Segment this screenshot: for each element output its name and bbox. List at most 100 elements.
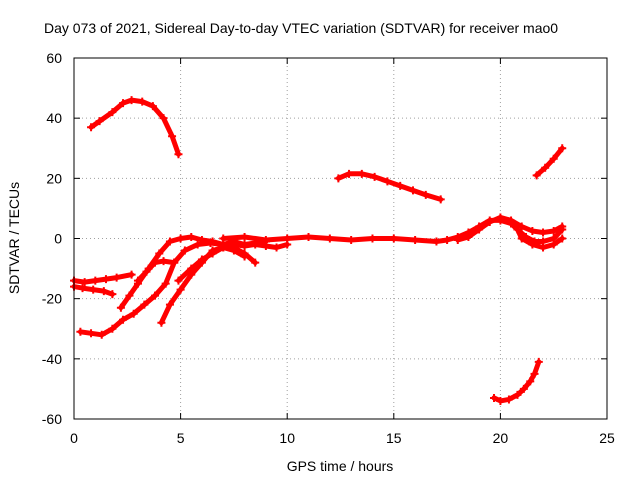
data-point — [411, 236, 420, 245]
data-point — [176, 234, 185, 243]
data-point — [142, 267, 151, 276]
data-point — [283, 234, 292, 243]
data-point — [87, 329, 96, 338]
data-point — [532, 171, 541, 180]
data-point — [389, 234, 398, 243]
data-point — [539, 228, 548, 237]
data-point — [219, 243, 228, 252]
data-point — [475, 225, 484, 234]
y-tick-label: -40 — [42, 351, 62, 367]
data-point — [140, 300, 149, 309]
data-point — [174, 150, 183, 159]
data-point — [558, 234, 567, 243]
data-point — [193, 240, 202, 249]
data-point — [334, 174, 343, 183]
grid — [74, 58, 607, 419]
data-point — [325, 234, 334, 243]
x-tick-label: 15 — [386, 430, 402, 446]
data-point — [119, 315, 128, 324]
x-tick-label: 0 — [70, 430, 78, 446]
data-point — [116, 303, 125, 312]
data-point — [101, 275, 110, 284]
y-tick-label: 20 — [46, 170, 62, 186]
data-point — [464, 232, 473, 241]
data-point — [89, 285, 98, 294]
series-layer — [70, 96, 567, 405]
data-point — [165, 237, 174, 246]
data-point — [541, 163, 550, 172]
data-point — [208, 249, 217, 258]
x-tick-label: 5 — [177, 430, 185, 446]
data-point — [187, 232, 196, 241]
data-point — [496, 396, 505, 405]
data-point — [504, 395, 513, 404]
x-axis-label: GPS time / hours — [287, 458, 394, 474]
y-tick-label: 0 — [54, 231, 62, 247]
data-point — [485, 217, 494, 226]
data-point — [155, 249, 164, 258]
data-point — [261, 236, 270, 245]
data-point — [432, 237, 441, 246]
data-point — [421, 190, 430, 199]
data-point — [240, 242, 249, 251]
data-point — [443, 236, 452, 245]
data-point — [345, 169, 354, 178]
x-tick-label: 25 — [599, 430, 615, 446]
data-point — [408, 186, 417, 195]
data-point — [251, 240, 260, 249]
data-point — [528, 226, 537, 235]
data-point — [76, 327, 85, 336]
data-point — [304, 232, 313, 241]
data-point — [519, 384, 528, 393]
data-point — [151, 258, 160, 267]
data-point — [127, 96, 136, 105]
data-point — [240, 252, 249, 261]
data-point — [368, 234, 377, 243]
data-point — [517, 222, 526, 231]
x-tick-label: 10 — [279, 430, 295, 446]
data-point — [272, 243, 281, 252]
data-point — [108, 108, 117, 117]
y-axis-label: SDTVAR / TECUs — [6, 182, 22, 294]
data-point — [507, 219, 516, 228]
data-point — [170, 258, 179, 267]
y-tick-label: 40 — [46, 110, 62, 126]
y-tick-label: -20 — [42, 291, 62, 307]
data-point — [127, 270, 136, 279]
data-point — [161, 279, 170, 288]
data-point — [530, 369, 539, 378]
data-point — [558, 222, 567, 231]
data-point — [165, 300, 174, 309]
data-point — [78, 284, 87, 293]
data-point — [197, 236, 206, 245]
data-point — [496, 213, 505, 222]
data-point — [174, 276, 183, 285]
data-point — [383, 177, 392, 186]
data-point — [251, 258, 260, 267]
data-point — [176, 285, 185, 294]
x-tick-labels: 0 5 10 15 20 25 — [70, 430, 615, 446]
chart-title: Day 073 of 2021, Sidereal Day-to-day VTE… — [44, 20, 558, 36]
data-point — [528, 240, 537, 249]
data-point — [490, 393, 499, 402]
data-point — [157, 318, 166, 327]
data-point — [357, 169, 366, 178]
data-point — [129, 309, 138, 318]
data-point — [197, 255, 206, 264]
series-line-arc-1 — [88, 97, 181, 157]
data-point — [549, 226, 558, 235]
data-point — [159, 257, 168, 266]
data-point — [549, 154, 558, 163]
data-point — [133, 276, 142, 285]
data-point — [148, 102, 157, 111]
data-point — [558, 144, 567, 153]
data-point — [513, 390, 522, 399]
y-tick-label: -60 — [42, 411, 62, 427]
data-point — [108, 324, 117, 333]
data-point — [513, 225, 522, 234]
data-point — [99, 287, 108, 296]
data-point — [534, 357, 543, 366]
data-point — [370, 172, 379, 181]
data-point — [87, 123, 96, 132]
data-point — [119, 99, 128, 108]
